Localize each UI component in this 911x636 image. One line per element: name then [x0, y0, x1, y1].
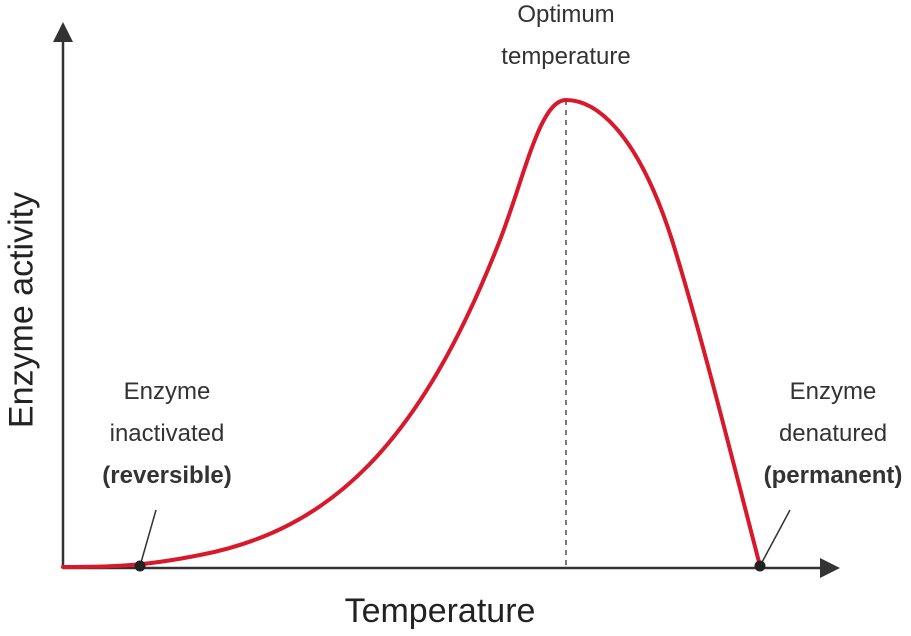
denatured-point — [754, 560, 766, 572]
activity-curve — [61, 97, 762, 569]
inactivated-point — [134, 560, 146, 572]
x-axis-arrowhead — [820, 558, 840, 578]
inactivated-label-line1: Enzyme — [123, 378, 211, 405]
optimum-label: Optimum temperature — [501, 0, 630, 78]
denatured-label-line3: (permanent) — [763, 462, 903, 489]
y-axis-title: Enzyme activity — [2, 191, 41, 429]
denatured-label: Enzyme denatured (permanent) — [764, 371, 903, 497]
denatured-label-line1: Enzyme — [789, 378, 877, 405]
inactivated-label-line2: inactivated — [109, 420, 225, 447]
optimum-label-line2: temperature — [501, 43, 631, 70]
x-axis-title: Temperature — [344, 592, 536, 630]
optimum-label-line1: Optimum — [517, 1, 615, 28]
denatured-pointer-line — [759, 509, 791, 567]
inactivated-pointer-line — [139, 509, 157, 567]
y-axis-arrowhead — [53, 22, 73, 42]
denatured-label-line2: denatured — [778, 420, 888, 447]
inactivated-label: Enzyme inactivated (reversible) — [102, 371, 231, 497]
inactivated-label-line3: (reversible) — [102, 462, 232, 489]
